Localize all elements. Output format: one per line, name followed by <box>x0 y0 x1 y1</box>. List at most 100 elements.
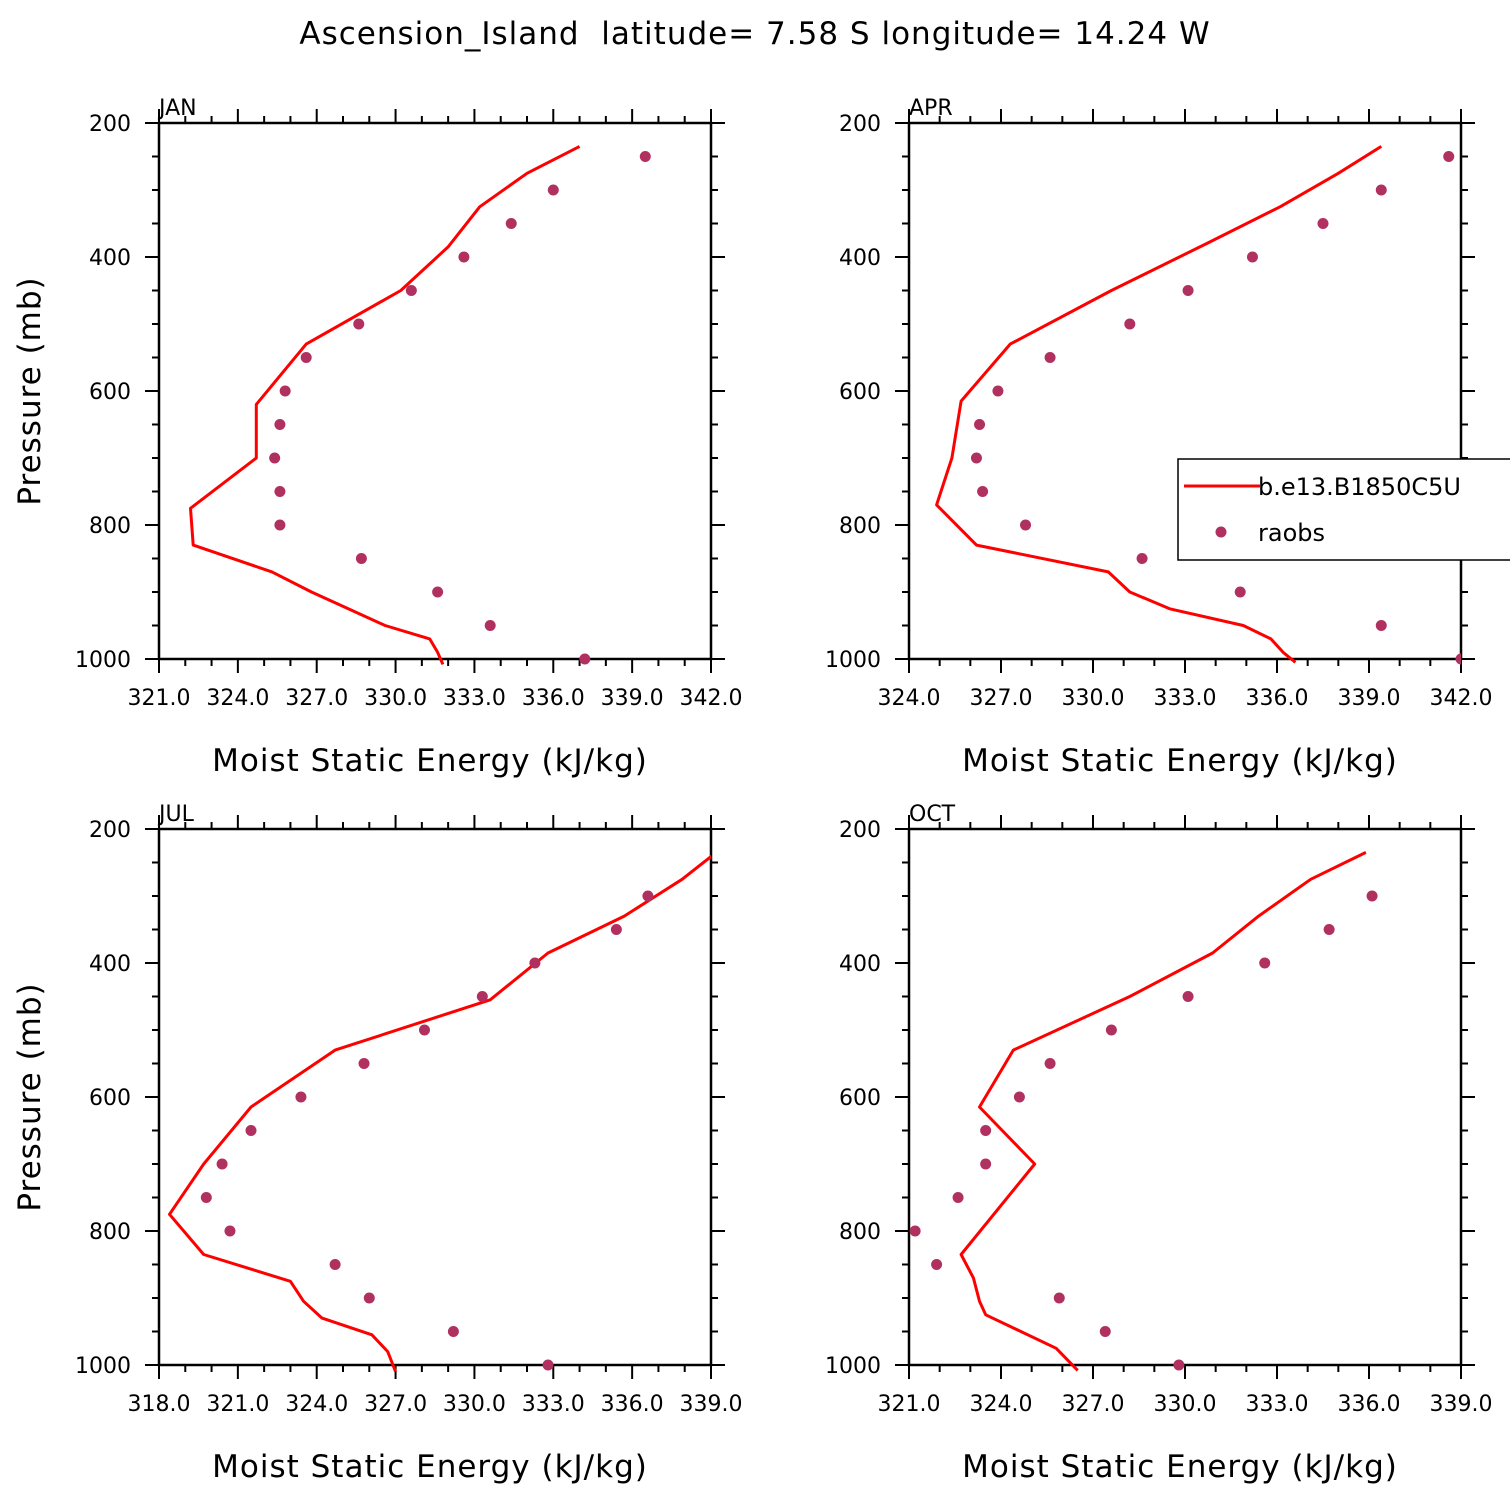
y-tick-label: 800 <box>839 514 881 539</box>
raobs-point <box>1136 553 1148 564</box>
raobs-point <box>974 419 986 430</box>
raobs-point <box>418 1024 430 1036</box>
raobs-point <box>931 1259 943 1270</box>
x-axis-label: Moist Static Energy (kJ/kg) <box>962 743 1398 779</box>
x-tick-label: 333.0 <box>522 1392 585 1417</box>
y-tick-label: 1000 <box>75 648 131 673</box>
x-tick-label: 330.0 <box>1154 1392 1217 1417</box>
raobs-point <box>980 1125 992 1136</box>
raobs-point <box>1020 519 1032 531</box>
raobs-point <box>358 1058 370 1069</box>
x-tick-label: 339.0 <box>1338 686 1401 711</box>
legend: b.e13.B1850C5U raobs <box>1177 458 1510 561</box>
raobs-point <box>1375 620 1387 631</box>
y-tick-label: 1000 <box>825 648 881 673</box>
x-axis-label: Moist Static Energy (kJ/kg) <box>962 1449 1398 1485</box>
legend-label-model: b.e13.B1850C5U <box>1258 473 1461 501</box>
raobs-point <box>329 1259 341 1270</box>
raobs-point <box>245 1125 257 1136</box>
model-profile-line <box>168 854 711 1373</box>
x-tick-label: 324.0 <box>878 686 941 711</box>
y-tick-label: 800 <box>89 514 131 539</box>
y-tick-label: 400 <box>839 246 881 271</box>
panel-title: APR <box>909 96 953 121</box>
x-tick-label: 327.0 <box>970 686 1033 711</box>
y-tick-label: 800 <box>839 1220 881 1245</box>
x-tick-label: 324.0 <box>970 1392 1033 1417</box>
raobs-point <box>1182 285 1194 296</box>
panel-jul: JUL 318.0 321.0 324.0 327.0 330.0 333.0 336.0 33… <box>12 802 742 1485</box>
raobs-point <box>1366 890 1378 902</box>
raobs-point <box>579 653 591 665</box>
x-tick-label: 321.0 <box>128 686 191 711</box>
y-axis-label: Pressure (mb) <box>12 276 48 505</box>
raobs-point <box>1013 1091 1025 1103</box>
legend-label-raobs: raobs <box>1258 519 1325 547</box>
x-tick-label: 339.0 <box>601 686 664 711</box>
y-tick-label: 1000 <box>75 1354 131 1379</box>
x-tick-label: 321.0 <box>206 1392 269 1417</box>
panel-oct: OCT 321.0 324.0 327.0 330.0 333.0 336.0 339.0 20… <box>825 802 1492 1485</box>
panel-title: OCT <box>909 802 956 827</box>
y-tick-label: 600 <box>89 380 131 405</box>
raobs-point <box>295 1091 307 1103</box>
figure-title: Ascension_Island latitude= 7.58 S longit… <box>299 16 1210 52</box>
model-profile-line <box>959 851 1367 1372</box>
y-tick-label: 800 <box>89 1220 131 1245</box>
x-tick-label: 339.0 <box>1430 1392 1493 1417</box>
raobs-point <box>274 486 286 497</box>
panel-jan: JAN 321.0 324.0 327.0 330.0 333.0 336.0 339.0 34… <box>12 96 742 779</box>
raobs-point <box>610 924 622 935</box>
y-axis-label: Pressure (mb) <box>12 982 48 1211</box>
raobs-point <box>542 1359 554 1371</box>
raobs-point <box>1105 1024 1117 1036</box>
x-tick-label: 318.0 <box>128 1392 191 1417</box>
raobs-point <box>992 385 1004 397</box>
raobs-point <box>447 1326 459 1337</box>
raobs-point <box>1317 218 1329 229</box>
panel-grid: JAN 321.0 324.0 327.0 330.0 333.0 336.0 339.0 34… <box>12 96 1510 1485</box>
raobs-point <box>224 1225 236 1237</box>
raobs-point <box>200 1192 212 1203</box>
raobs-point <box>363 1292 375 1304</box>
raobs-point <box>970 452 982 464</box>
legend-marker-swatch <box>1215 526 1227 538</box>
x-tick-label: 333.0 <box>1246 1392 1309 1417</box>
x-tick-label: 333.0 <box>443 686 506 711</box>
raobs-point <box>639 151 651 162</box>
raobs-point <box>1182 991 1194 1002</box>
raobs-point <box>1044 1058 1056 1069</box>
x-tick-label: 342.0 <box>1430 686 1493 711</box>
x-tick-label: 330.0 <box>443 1392 506 1417</box>
raobs-point <box>484 620 496 631</box>
y-tick-label: 200 <box>89 112 131 137</box>
panel-title: JAN <box>157 96 197 121</box>
raobs-point <box>353 318 365 330</box>
model-profile-line <box>935 145 1383 664</box>
x-tick-label: 333.0 <box>1154 686 1217 711</box>
y-tick-label: 600 <box>839 380 881 405</box>
raobs-point <box>1323 924 1335 935</box>
raobs-point <box>458 251 470 263</box>
raobs-point <box>980 1158 992 1170</box>
raobs-point <box>274 419 286 430</box>
raobs-point <box>505 218 517 229</box>
panel-apr: APR 324.0 327.0 330.0 333.0 336.0 339.0 342.0 20… <box>825 96 1492 779</box>
raobs-point <box>1246 251 1258 263</box>
raobs-point <box>1124 318 1136 330</box>
raobs-point <box>216 1158 228 1170</box>
raobs-point <box>279 385 291 397</box>
x-tick-label: 324.0 <box>285 1392 348 1417</box>
x-tick-label: 330.0 <box>1062 686 1125 711</box>
panel-title: JUL <box>157 802 195 827</box>
y-tick-label: 600 <box>839 1086 881 1111</box>
x-tick-label: 339.0 <box>680 1392 743 1417</box>
plot-area <box>168 854 711 1373</box>
y-tick-label: 400 <box>839 952 881 977</box>
raobs-point <box>432 586 444 598</box>
x-tick-label: 321.0 <box>878 1392 941 1417</box>
raobs-point <box>1099 1326 1111 1337</box>
raobs-point <box>300 352 312 363</box>
